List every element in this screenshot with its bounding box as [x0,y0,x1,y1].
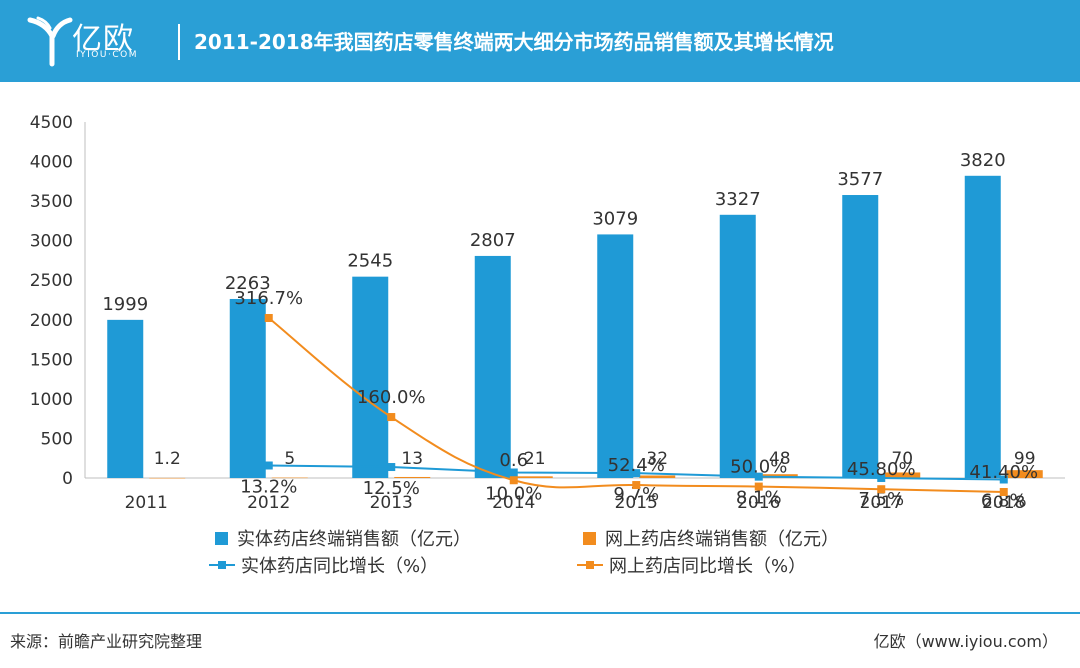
physical-growth-label: 13.2% [240,477,297,498]
physical-sales-label: 3327 [715,189,761,210]
online-growth-point [999,488,1008,496]
online-growth-point [509,476,518,485]
physical-growth-label: 7.5% [858,489,904,510]
physical-sales-label: 1999 [102,294,148,315]
online-growth-point [632,481,641,490]
physical-sales-label: 2545 [347,251,393,272]
physical-growth-point [999,475,1008,484]
online-sales-label: 21 [524,449,546,469]
physical-sales-bar [597,234,634,478]
physical-sales-bar [474,255,511,478]
physical-growth-label: 6.8% [981,491,1027,512]
physical-sales-bar [229,298,266,478]
online-sales-bar [149,477,186,479]
online-growth-point [754,482,763,491]
physical-sales-bar [107,319,144,478]
y-tick-label: 3500 [30,192,73,212]
x-tick-label: 2012 [247,493,290,513]
physical-sales-bar [964,175,1001,478]
logo-name: 亿欧 [72,22,134,57]
y-tick-label: 1000 [30,390,73,410]
physical-sales-bar [719,214,756,478]
header-banner: 亿欧 IYIOU·COM 2011-2018年我国药店零售终端两大细分市场药品销… [0,0,1080,82]
site-credit: 亿欧（www.iyiou.com） [873,632,1058,651]
x-tick-label: 2018 [982,493,1025,513]
x-tick-label: 2014 [492,493,535,513]
iyiou-logo-icon [27,16,73,67]
physical-growth-label: 9.7% [613,484,659,505]
physical-growth-label: 12.5% [363,478,420,499]
physical-sales-label: 2807 [470,230,516,251]
online-sales-bar [639,475,676,478]
online-sales-bar [884,472,921,478]
physical-growth-label: 10.0% [485,484,542,505]
online-sales-bar [516,476,553,478]
online-growth-label: 50.0% [730,457,787,478]
physical-sales-label: 3577 [837,169,883,190]
online-sales-bar [394,476,431,478]
legend-online-growth-label: 网上药店同比增长（%） [609,556,806,577]
online-sales-bar [271,477,308,479]
logo-subtext: IYIOU·COM [76,50,138,60]
y-tick-label: 0 [62,469,73,489]
physical-growth-point [754,472,763,481]
physical-sales-bar [842,195,879,478]
online-growth-label: 45.80% [847,459,916,480]
x-tick-label: 2011 [125,493,168,513]
page-title: 2011-2018年我国药店零售终端两大细分市场药品销售额及其增长情况 [194,30,834,54]
online-sales-label: 32 [646,449,668,469]
footer-divider [0,612,1080,614]
online-sales-label: 1.2 [154,449,181,469]
physical-growth-label: 8.1% [736,488,782,509]
x-tick-label: 2015 [615,493,658,513]
y-tick-label: 4000 [30,153,73,173]
y-tick-label: 4500 [30,113,73,133]
physical-growth-point [632,469,641,478]
physical-sales-label: 3820 [960,150,1006,171]
online-growth-label: 52.4% [608,455,665,476]
y-tick-label: 1500 [30,350,73,370]
legend-online-sales-swatch [583,532,596,545]
physical-growth-point [387,463,396,472]
online-sales-label: 70 [891,449,913,469]
online-growth-point [387,413,396,422]
online-growth-label: 41.40% [969,462,1038,483]
online-sales-label: 13 [401,449,423,469]
online-growth-label: 316.7% [234,288,303,309]
x-tick-label: 2016 [737,493,780,513]
y-tick-label: 2000 [30,311,73,331]
online-sales-label: 5 [284,449,295,469]
physical-growth-point [509,468,518,477]
y-tick-label: 500 [41,429,73,449]
x-tick-label: 2013 [370,493,413,513]
legend-physical-sales-swatch [215,532,228,545]
physical-growth-point [877,473,886,482]
legend-online-sales-label: 网上药店终端销售额（亿元） [605,529,839,550]
chart-area: 0 500 1000 1500 2000 2500 3000 3500 4000 4500 1999… [30,113,1065,577]
legend-physical-sales-label: 实体药店终端销售额（亿元） [237,529,471,550]
legend-physical-growth-swatch-marker [218,561,226,569]
physical-sales-label: 2263 [225,273,271,294]
legend-online-growth-swatch-marker [586,561,594,569]
source-note: 来源：前瞻产业研究院整理 [10,632,203,651]
header-divider [178,24,180,60]
online-sales-bar [1006,470,1043,478]
online-growth-label: 160.0% [357,387,426,408]
online-growth-point [264,314,273,322]
online-growth-label: 0.6 [499,450,528,471]
y-tick-label: 3000 [30,232,73,252]
physical-growth-point [264,461,273,470]
x-tick-label: 2017 [860,493,903,513]
online-sales-label: 48 [769,449,791,469]
legend-physical-growth-label: 实体药店同比增长（%） [241,556,438,577]
online-growth-point [877,485,886,494]
physical-sales-bar [352,276,389,478]
online-sales-label: 99 [1014,449,1036,469]
physical-sales-label: 3079 [592,208,638,229]
y-tick-label: 2500 [30,271,73,291]
